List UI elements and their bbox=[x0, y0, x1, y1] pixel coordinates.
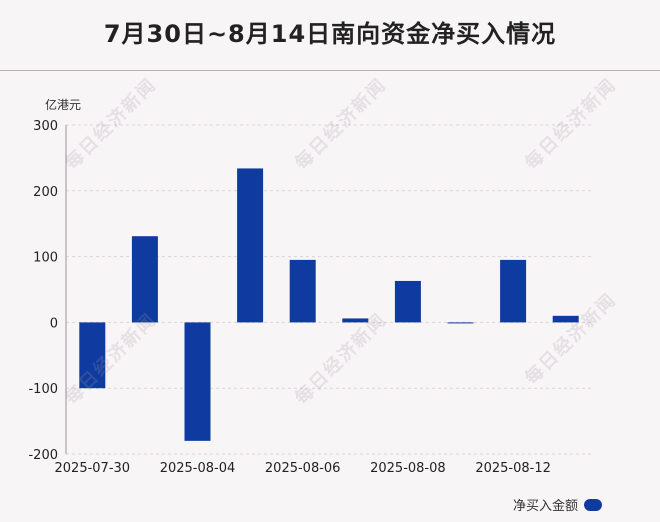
bar bbox=[342, 318, 369, 323]
bar bbox=[447, 322, 474, 324]
bar bbox=[394, 280, 421, 323]
y-tick-label: 300 bbox=[33, 119, 58, 134]
x-tick-label: 2025-08-06 bbox=[265, 461, 341, 476]
y-tick-label: 0 bbox=[50, 316, 58, 331]
y-tick-label: 200 bbox=[33, 185, 58, 200]
legend-swatch bbox=[584, 498, 602, 511]
y-tick-label: -100 bbox=[28, 382, 58, 397]
x-tick-label: 2025-08-12 bbox=[475, 461, 551, 476]
bar bbox=[184, 322, 211, 441]
bar bbox=[131, 236, 158, 323]
bar bbox=[552, 315, 579, 323]
y-tick-label: 100 bbox=[33, 251, 58, 266]
y-tick-label: -200 bbox=[28, 448, 58, 463]
bar bbox=[500, 259, 527, 323]
bar bbox=[237, 168, 264, 323]
x-tick-label: 2025-08-04 bbox=[160, 461, 236, 476]
bar bbox=[289, 259, 316, 323]
x-tick-label: 2025-07-30 bbox=[55, 461, 131, 476]
chart-title: 7月30日~8月14日南向资金净买入情况 bbox=[103, 20, 557, 48]
y-axis-unit: 亿港元 bbox=[45, 98, 82, 112]
legend[interactable]: 净买入金额 bbox=[513, 495, 602, 514]
legend-label: 净买入金额 bbox=[512, 499, 578, 514]
bar bbox=[79, 322, 106, 389]
x-tick-label: 2025-08-08 bbox=[370, 461, 446, 476]
title-divider bbox=[0, 70, 660, 71]
